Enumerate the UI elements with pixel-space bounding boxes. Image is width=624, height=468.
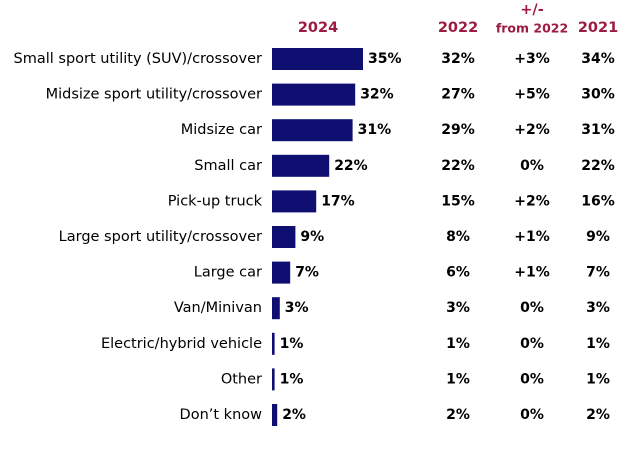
table-cell: +2% [514, 122, 550, 138]
category-label: Small car [194, 158, 262, 174]
value-label: 3% [285, 300, 309, 316]
table-cell: 0% [520, 300, 544, 316]
category-label: Electric/hybrid vehicle [101, 336, 262, 352]
bar [272, 190, 317, 213]
column-header: 2024 [298, 20, 338, 36]
table-cell: 31% [581, 122, 615, 138]
table-cell: 7% [586, 265, 610, 281]
table-cell: 1% [446, 336, 470, 352]
bar [272, 48, 363, 70]
table-cell: 22% [581, 158, 615, 174]
bar [272, 226, 296, 248]
table-cell: 34% [581, 51, 615, 67]
table-cell: 1% [586, 371, 610, 387]
bar [272, 261, 291, 284]
category-label: Large sport utility/crossover [59, 229, 262, 245]
table-cell: 27% [441, 87, 475, 103]
category-label: Don’t know [180, 407, 263, 423]
table-cell: 2% [586, 407, 610, 423]
value-label: 1% [280, 371, 304, 387]
table-cell: 22% [441, 158, 475, 174]
bar [272, 404, 278, 426]
category-label: Van/Minivan [174, 300, 262, 316]
column-header: 2022 [438, 20, 478, 36]
table-cell: 16% [581, 193, 615, 209]
bar [272, 368, 275, 391]
table-cell: 32% [441, 51, 475, 67]
category-label: Midsize sport utility/crossover [46, 87, 262, 103]
category-label: Other [221, 371, 262, 387]
table-cell: 0% [520, 407, 544, 423]
category-label: Midsize car [181, 122, 262, 138]
table-cell: +1% [514, 265, 550, 281]
table-cell: +2% [514, 193, 550, 209]
table-cell: 0% [520, 336, 544, 352]
table-cell: 2% [446, 407, 470, 423]
column-header: +/- [520, 2, 543, 18]
table-cell: 29% [441, 122, 475, 138]
column-header: 2021 [578, 20, 618, 36]
table-cell: 3% [446, 300, 470, 316]
table-cell: +1% [514, 229, 550, 245]
table-cell: 1% [586, 336, 610, 352]
table-cell: 15% [441, 193, 475, 209]
value-label: 32% [360, 87, 394, 103]
value-label: 1% [280, 336, 304, 352]
bar [272, 83, 356, 106]
value-label: 2% [282, 407, 306, 423]
bar [272, 297, 280, 320]
table-cell: +3% [514, 51, 550, 67]
value-label: 31% [358, 122, 392, 138]
value-label: 22% [334, 158, 368, 174]
category-label: Pick-up truck [168, 193, 263, 209]
table-cell: 9% [586, 229, 610, 245]
bar [272, 154, 330, 177]
table-cell: +5% [514, 87, 550, 103]
category-label: Small sport utility (SUV)/crossover [14, 51, 263, 67]
bar [272, 119, 353, 142]
value-label: 9% [300, 229, 324, 245]
table-cell: 0% [520, 371, 544, 387]
table-cell: 0% [520, 158, 544, 174]
value-label: 7% [295, 265, 319, 281]
table-cell: 3% [586, 300, 610, 316]
value-label: 17% [321, 193, 355, 209]
table-cell: 6% [446, 265, 470, 281]
table-cell: 8% [446, 229, 470, 245]
table-cell: 30% [581, 87, 615, 103]
table-cell: 1% [446, 371, 470, 387]
bar [272, 332, 275, 355]
value-label: 35% [368, 51, 402, 67]
column-header: from 2022 [496, 21, 568, 36]
category-label: Large car [194, 265, 262, 281]
